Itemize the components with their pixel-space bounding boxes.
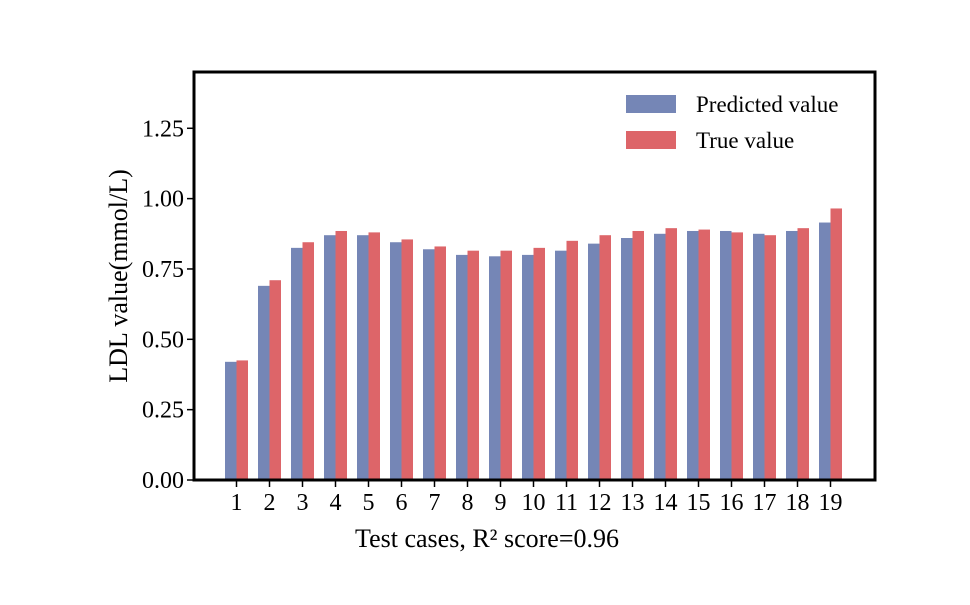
bar-predicted-12	[588, 243, 600, 480]
bar-predicted-1	[225, 361, 237, 480]
x-axis-ticks: 1 2 3 4 5 6 7 8 9 10 11 12 13 14 15 16 17 18 19	[231, 480, 843, 516]
bar-predicted-7	[423, 249, 435, 480]
x-tick-label: 15	[687, 490, 711, 516]
bar-true-8	[467, 250, 479, 480]
bar-predicted-9	[489, 256, 501, 480]
bar-predicted-15	[687, 230, 699, 480]
x-tick-label: 7	[429, 490, 441, 516]
bar-predicted-4	[324, 235, 336, 480]
x-tick-label: 12	[588, 490, 612, 516]
bar-true-9	[500, 250, 512, 480]
bar-true-6	[401, 239, 413, 480]
x-tick-label: 1	[231, 490, 243, 516]
legend: Predicted value True value	[626, 92, 838, 153]
bar-predicted-5	[357, 235, 369, 480]
bar-true-18	[797, 228, 809, 480]
x-tick-label: 9	[495, 490, 507, 516]
plot-frame	[192, 70, 877, 482]
x-tick-label: 19	[819, 490, 843, 516]
x-tick-label: 4	[330, 490, 342, 516]
bar-predicted-18	[786, 230, 798, 480]
bar-predicted-8	[456, 254, 468, 480]
bar-predicted-19	[819, 222, 831, 480]
bar-true-19	[830, 208, 842, 480]
x-tick-label: 18	[786, 490, 810, 516]
bars-group	[225, 208, 842, 480]
bar-predicted-6	[390, 242, 402, 480]
y-tick-label: 1.25	[142, 116, 184, 142]
y-tick-label: 0.25	[142, 398, 184, 424]
x-tick-label: 5	[363, 490, 375, 516]
bar-predicted-17	[753, 233, 765, 480]
bar-predicted-13	[621, 238, 633, 480]
x-tick-label: 10	[522, 490, 546, 516]
bar-predicted-14	[654, 233, 666, 480]
legend-label-predicted: Predicted value	[696, 92, 838, 117]
x-tick-label: 16	[720, 490, 744, 516]
bar-true-3	[302, 242, 314, 480]
bar-predicted-10	[522, 254, 534, 480]
bar-true-12	[599, 235, 611, 480]
bar-true-7	[434, 246, 446, 480]
bar-predicted-2	[258, 285, 270, 480]
bar-true-13	[632, 230, 644, 480]
legend-swatch-predicted	[626, 95, 676, 113]
bar-true-10	[533, 247, 545, 480]
bar-true-1	[236, 360, 248, 480]
x-tick-label: 2	[264, 490, 276, 516]
legend-swatch-true	[626, 131, 676, 149]
bar-true-17	[764, 235, 776, 480]
y-axis-ticks: 0.00 0.25 0.50 0.75 1.00 1.25	[142, 116, 194, 494]
y-tick-label: 0.75	[142, 257, 184, 283]
bar-true-5	[368, 232, 380, 480]
bar-true-2	[269, 280, 281, 480]
x-tick-label: 13	[621, 490, 645, 516]
bar-predicted-16	[720, 230, 732, 480]
x-tick-label: 17	[753, 490, 777, 516]
bar-true-11	[566, 240, 578, 480]
bar-true-15	[698, 229, 710, 480]
x-tick-label: 14	[654, 490, 678, 516]
x-tick-label: 3	[297, 490, 309, 516]
x-tick-label: 11	[555, 490, 578, 516]
x-tick-label: 6	[396, 490, 408, 516]
y-tick-label: 1.00	[142, 187, 184, 213]
legend-label-true: True value	[696, 128, 794, 153]
y-tick-label: 0.50	[142, 327, 184, 353]
y-tick-label: 0.00	[142, 468, 184, 494]
bar-true-16	[731, 232, 743, 480]
x-axis-title: Test cases, R² score=0.96	[355, 524, 619, 553]
x-tick-label: 8	[462, 490, 474, 516]
bar-predicted-3	[291, 247, 303, 480]
bar-predicted-11	[555, 250, 567, 480]
bar-true-14	[665, 228, 677, 480]
y-axis-title: LDL value(mmol/L)	[104, 169, 133, 382]
bar-true-4	[335, 230, 347, 480]
